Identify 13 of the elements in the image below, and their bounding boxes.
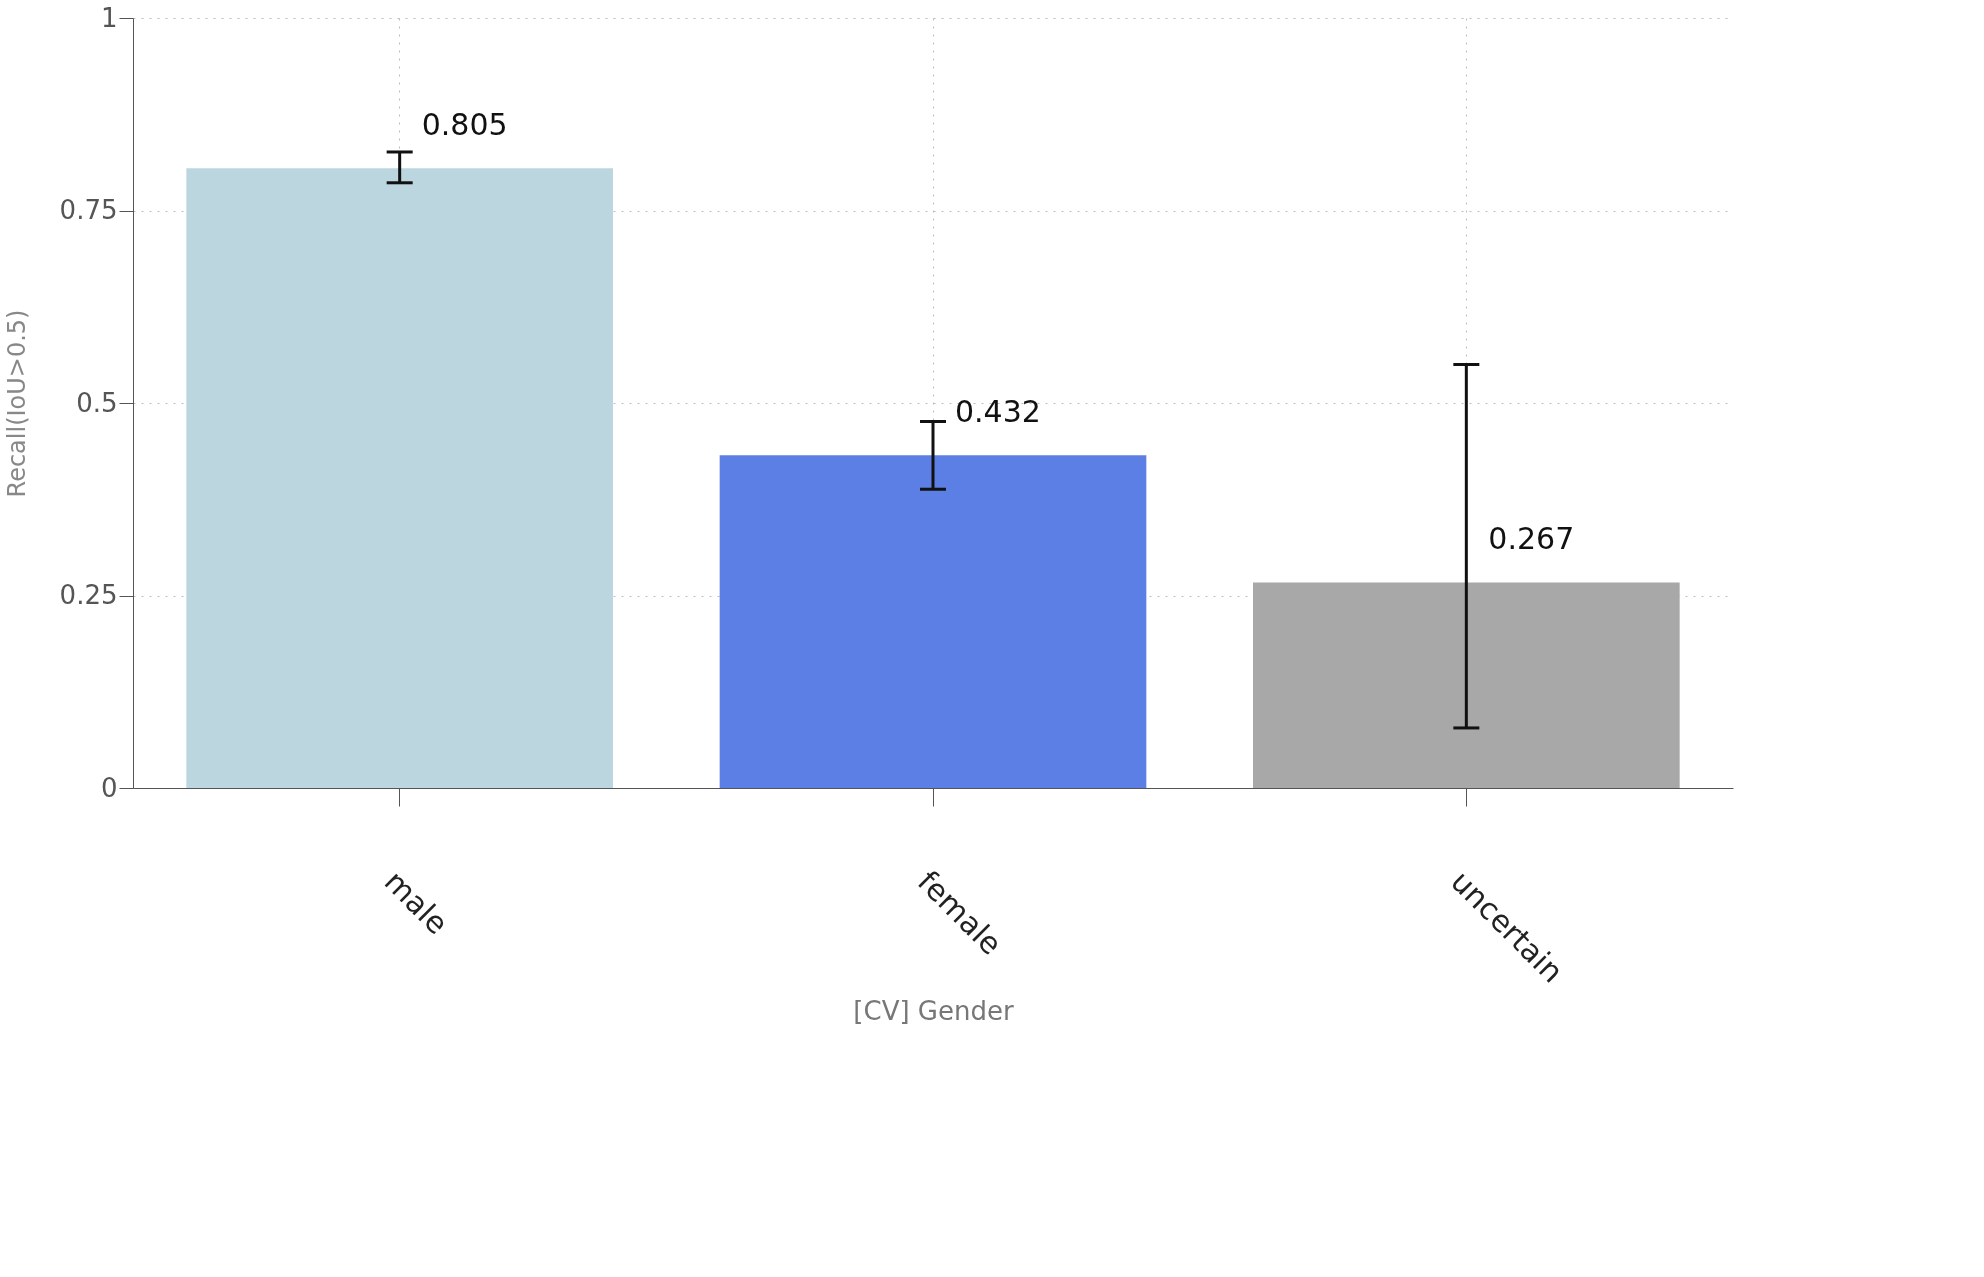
y-tick-label: 0.25 (59, 580, 118, 610)
y-tick-label: 0 (100, 772, 118, 803)
x-axis-title: [CV] Gender (853, 995, 1014, 1026)
y-tick-label: 1 (100, 2, 118, 33)
bar (186, 168, 613, 788)
y-tick-label: 0.75 (59, 195, 118, 225)
data-label: 0.267 (1488, 521, 1575, 557)
y-axis-title: Recall(IoU>0.5) (2, 309, 31, 498)
data-label: 0.432 (955, 394, 1041, 430)
y-tick-label: 0.5 (76, 387, 118, 418)
data-label: 0.805 (421, 107, 508, 143)
bar (1253, 582, 1680, 788)
bar (719, 455, 1147, 788)
